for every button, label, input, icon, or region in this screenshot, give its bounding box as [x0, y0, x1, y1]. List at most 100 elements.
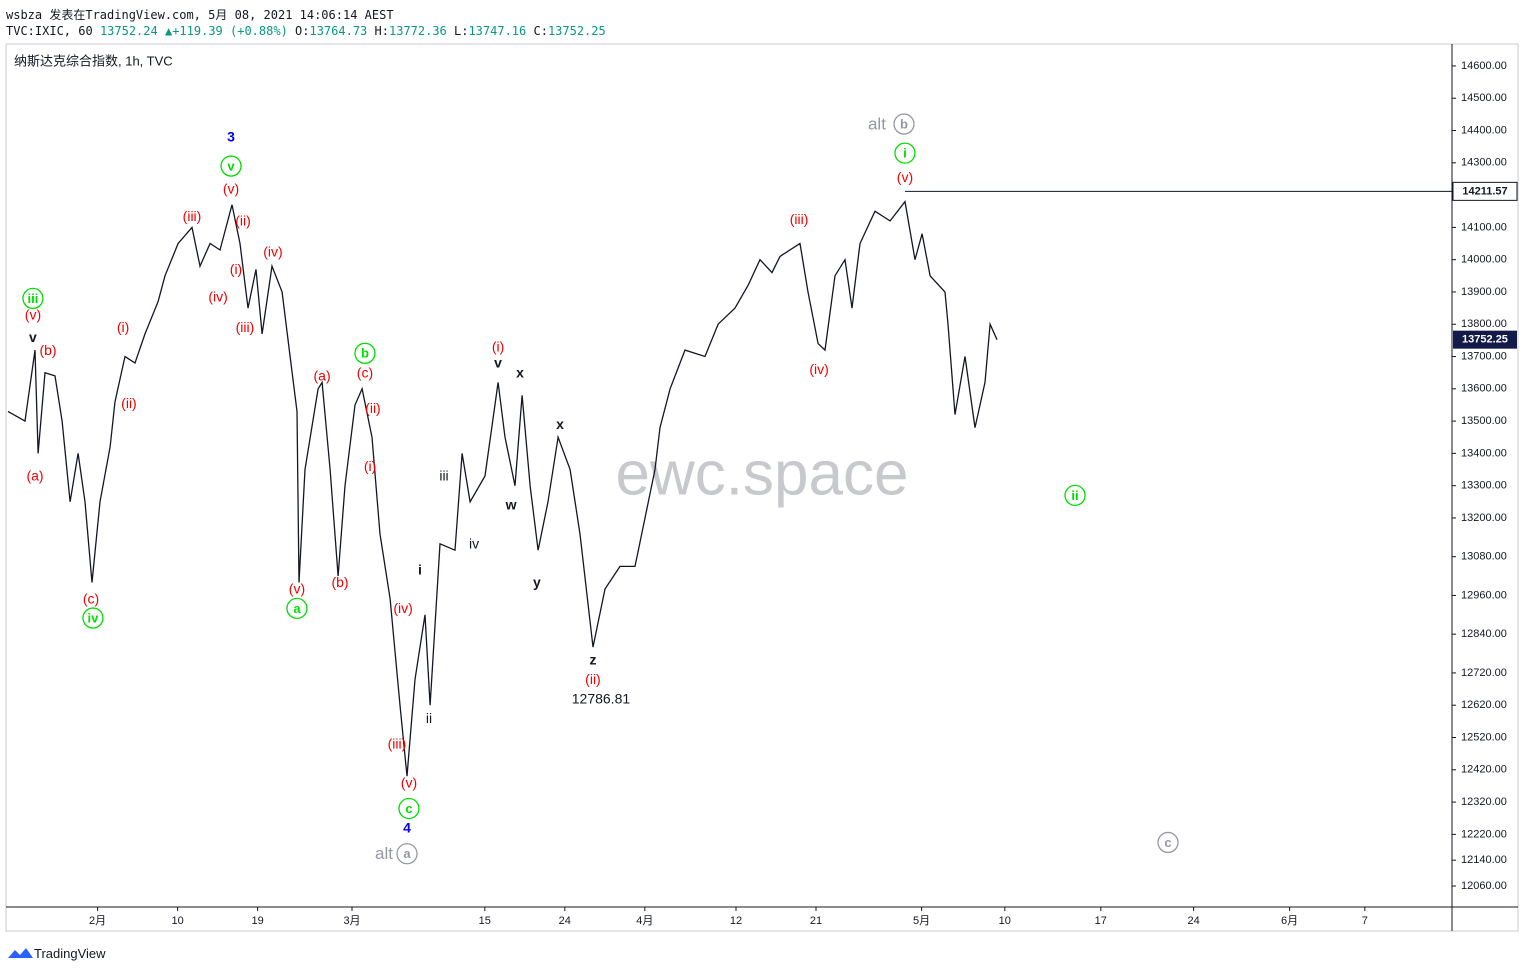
- ohlc-key: O:: [295, 24, 310, 38]
- wave-label: iii: [28, 291, 39, 306]
- wave-circle: [354, 342, 376, 364]
- y-tick-label: 13400.00: [1461, 447, 1507, 459]
- y-tick-label: 14100.00: [1461, 221, 1507, 233]
- x-tick-label: 17: [1095, 915, 1107, 927]
- x-tick-label: 10: [999, 915, 1011, 927]
- wave-label: (iii): [388, 736, 407, 752]
- wave-label: ii: [426, 710, 432, 726]
- y-tick-label: 13300.00: [1461, 480, 1507, 492]
- wave-label: iii: [439, 468, 448, 484]
- y-tick-label: 13500.00: [1461, 415, 1507, 427]
- wave-label: (v): [289, 581, 305, 597]
- wave-label: (b): [39, 342, 56, 358]
- wave-label: (iv): [263, 243, 282, 259]
- x-tick-label: 19: [251, 915, 263, 927]
- wave-label: (i): [364, 458, 376, 474]
- wave-label: c: [1164, 835, 1171, 850]
- wave-label: x: [556, 416, 564, 432]
- wave-label: (iv): [809, 361, 828, 377]
- wave-label: 12786.81: [572, 690, 631, 706]
- wave-label: (c): [357, 364, 373, 380]
- x-tick-label: 15: [479, 915, 491, 927]
- wave-label: (iv): [208, 289, 227, 305]
- y-tick-label: 12140.00: [1461, 854, 1507, 866]
- wave-label: (ii): [585, 671, 601, 687]
- wave-label: (ii): [121, 395, 137, 411]
- wave-label: v: [227, 158, 235, 173]
- x-tick-label: 21: [810, 915, 822, 927]
- wave-label: alt: [375, 844, 393, 863]
- last: 13752.24: [99, 24, 158, 38]
- wave-label: (v): [401, 774, 417, 790]
- x-tick-label: 5月: [913, 915, 930, 927]
- wave-circle: [893, 113, 915, 135]
- wave-label: z: [589, 652, 596, 668]
- wave-label: i: [903, 146, 907, 161]
- wave-circle: [398, 797, 420, 820]
- wave-label: iv: [469, 535, 479, 551]
- chart-title: 纳斯达克综合指数, 1h, TVC: [14, 53, 173, 68]
- wave-label: (iii): [790, 211, 809, 227]
- wave-label: (ii): [235, 213, 251, 229]
- ohlc-key: L:: [454, 24, 469, 38]
- wave-circle: [286, 597, 308, 620]
- x-tick-label: 3月: [343, 915, 360, 927]
- wave-label: a: [403, 846, 411, 861]
- header-quote: TVC:IXIC, 60 13752.24 ▲+119.39 (+0.88%) …: [6, 24, 606, 38]
- wave-circle: [396, 843, 418, 865]
- y-tick-label: 13200.00: [1461, 512, 1507, 524]
- y-tick-label: 12720.00: [1461, 667, 1507, 679]
- high-price-label: 14211.57: [1462, 185, 1507, 197]
- wave-label: (iii): [236, 319, 255, 335]
- x-tick-label: 24: [1187, 915, 1199, 927]
- wave-label: (iv): [393, 600, 412, 616]
- ohlc: O:13764.73 H:13772.36 L:13747.16 C:13752…: [295, 24, 606, 38]
- ohlc-key: H:: [374, 24, 389, 38]
- y-tick-label: 12620.00: [1461, 699, 1507, 711]
- wave-label: y: [533, 574, 541, 590]
- wave-circle: [1064, 484, 1086, 507]
- wave-label: b: [361, 346, 369, 361]
- y-tick-label: 12420.00: [1461, 764, 1507, 776]
- price-line: [7, 200, 998, 777]
- x-tick-label: 7: [1362, 915, 1368, 927]
- wave-label: (i): [230, 261, 242, 277]
- symbol: TVC:IXIC, 60: [6, 24, 93, 38]
- y-tick-label: 14300.00: [1461, 157, 1507, 169]
- wave-label: i: [418, 561, 422, 577]
- wave-label: (i): [492, 339, 504, 355]
- wave-circle: [22, 287, 44, 310]
- y-tick-label: 12220.00: [1461, 828, 1507, 840]
- x-tick-label: 10: [171, 915, 183, 927]
- ohlc-value: 13772.36: [388, 24, 447, 38]
- logo: [8, 948, 33, 958]
- wave-label: a: [293, 601, 301, 616]
- y-tick-label: 13080.00: [1461, 551, 1507, 563]
- wave-label: (v): [223, 180, 239, 196]
- y-tick-label: 13700.00: [1461, 350, 1507, 362]
- wave-label: w: [505, 497, 517, 513]
- y-tick-label: 12840.00: [1461, 628, 1507, 640]
- wave-label: (b): [331, 574, 348, 590]
- wave-label: v: [494, 355, 502, 371]
- wave-label: (v): [897, 169, 913, 185]
- wave-label: (a): [314, 368, 331, 384]
- last-price-label: 13752.25: [1462, 334, 1508, 346]
- ohlc-value: 13752.25: [547, 24, 606, 38]
- wave-label: b: [900, 117, 908, 132]
- ohlc-value: 13747.16: [468, 24, 527, 38]
- wave-label: (a): [26, 468, 43, 484]
- y-tick-label: 12320.00: [1461, 796, 1507, 808]
- y-tick-label: 12960.00: [1461, 589, 1507, 601]
- wave-label: c: [405, 801, 412, 816]
- wave-label: x: [516, 364, 524, 380]
- wave-label: (v): [25, 306, 41, 322]
- wave-label: (i): [117, 319, 129, 335]
- wave-label: v: [29, 329, 37, 345]
- wave-circle: [220, 155, 242, 177]
- x-tick-label: 6月: [1281, 915, 1298, 927]
- frame: [5, 43, 1519, 932]
- wave-circle: [82, 607, 104, 629]
- footer-brand: TradingView: [34, 946, 106, 961]
